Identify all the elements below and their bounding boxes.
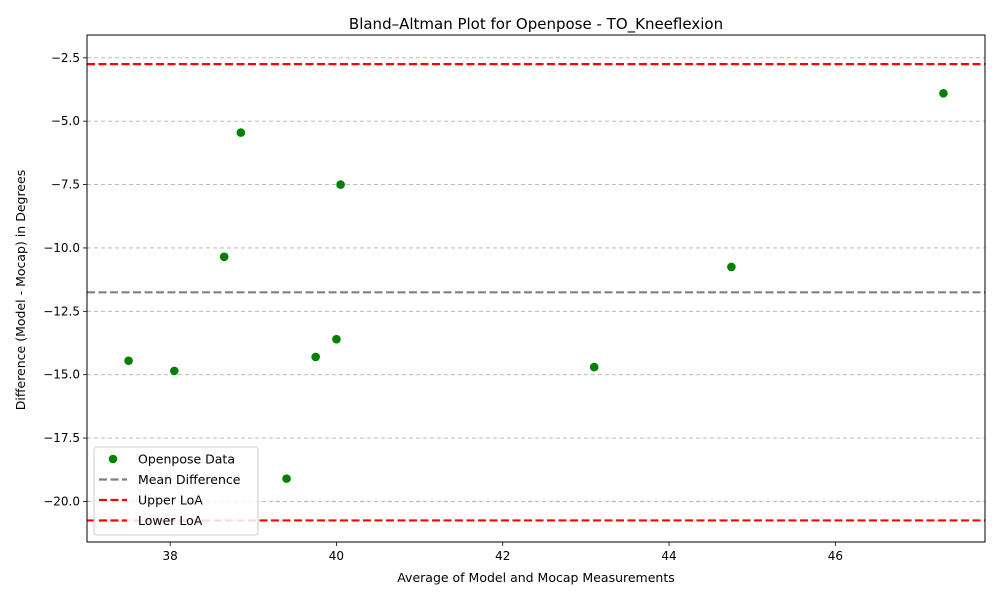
y-tick-label: −12.5 <box>43 304 80 318</box>
legend-label: Mean Difference <box>138 472 241 487</box>
x-tick-label: 40 <box>329 549 344 563</box>
legend: Openpose Data Mean Difference Upper LoA Low… <box>93 446 259 536</box>
y-tick-label: −7.5 <box>51 178 80 192</box>
data-point <box>170 366 179 376</box>
legend-label: Openpose Data <box>138 452 235 467</box>
y-tick-label: −2.5 <box>51 51 80 65</box>
x-tick-label: 44 <box>661 549 676 563</box>
data-point <box>124 356 133 366</box>
data-point <box>939 89 948 98</box>
grid-layer <box>87 57 985 502</box>
legend-marker <box>108 454 118 464</box>
data-point <box>727 262 736 272</box>
data-point <box>282 474 291 483</box>
plot-frame <box>86 34 986 543</box>
chart-title: Bland–Altman Plot for Openpose - TO_Knee… <box>349 15 723 34</box>
data-point <box>219 252 229 262</box>
y-tick-label: −15.0 <box>43 368 80 382</box>
legend-label: Lower LoA <box>138 513 203 528</box>
y-tick-label: −10.0 <box>43 241 80 255</box>
y-tick-label: −5.0 <box>51 114 80 128</box>
y-tick-label: −17.5 <box>43 431 80 445</box>
x-tick-label: 46 <box>828 549 843 563</box>
legend-box <box>93 446 259 536</box>
data-point <box>311 352 320 362</box>
legend-label: Upper LoA <box>138 493 203 508</box>
x-tick-label: 42 <box>495 549 510 563</box>
data-point <box>589 362 599 372</box>
data-point <box>336 180 345 189</box>
y-tick-label: −20.0 <box>43 494 80 508</box>
data-point <box>332 334 341 344</box>
y-axis-ticks: −2.5 −5.0 −7.5 −10.0 −12.5 −15.0 −17.5 −20.0 <box>43 51 87 508</box>
scatter-points <box>124 89 948 483</box>
x-axis-ticks: 38 40 42 44 46 <box>163 542 843 563</box>
data-point <box>236 128 246 137</box>
x-tick-label: 38 <box>163 549 178 563</box>
y-axis-label: Difference (Model - Mocap) in Degrees <box>13 170 28 410</box>
x-axis-label: Average of Model and Mocap Measurements <box>397 570 675 585</box>
